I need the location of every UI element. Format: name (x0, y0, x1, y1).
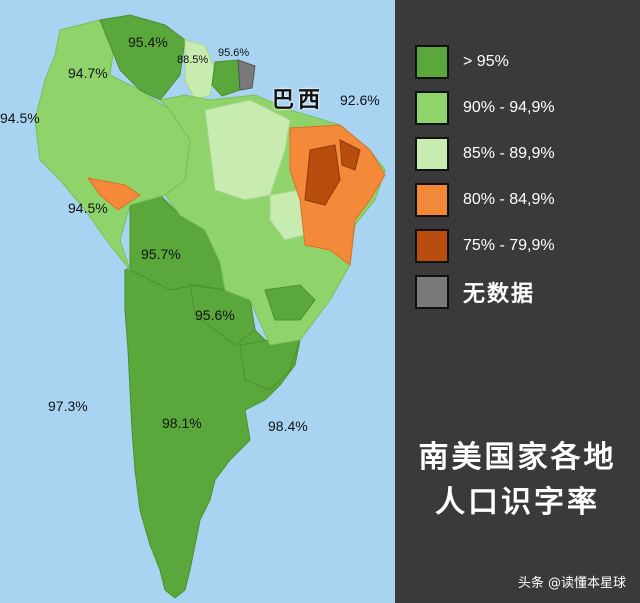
label-uruguay: 98.4% (268, 418, 308, 434)
label-suriname: 95.6% (218, 47, 250, 59)
label-colombia: 94.7% (68, 65, 108, 81)
legend-label: 80% - 84,9% (463, 191, 555, 208)
legend-swatch (415, 183, 449, 217)
legend-item-no-data: 无数据 (415, 272, 535, 312)
legend-label: 90% - 94,9% (463, 99, 555, 116)
region-suriname (211, 59, 241, 97)
region-brazil-pale-center (269, 189, 306, 241)
label-argentina: 98.1% (162, 415, 202, 431)
label-paraguay: 95.6% (195, 307, 235, 323)
legend-label: 75% - 79,9% (463, 237, 555, 254)
label-guyana: 88.5% (177, 54, 209, 66)
legend-panel: > 95% 90% - 94,9% 85% - 89,9% 80% - 84,9… (395, 0, 640, 603)
legend-item-75-79: 75% - 79,9% (415, 226, 555, 266)
legend-label: 85% - 89,9% (463, 145, 555, 162)
legend-swatch (415, 91, 449, 125)
label-bolivia: 95.7% (141, 246, 181, 262)
map-svg (34, 14, 386, 599)
title-line-1: 南美国家各地 (418, 440, 617, 475)
label-venezuela: 95.4% (128, 34, 168, 50)
legend-swatch (415, 45, 449, 79)
map-area: 95.4% 88.5% 95.6% 94.7% 94.5% 94.5% 巴西 9… (0, 14, 386, 599)
legend-swatch (415, 229, 449, 263)
title-line-2: 人口识字率 (435, 485, 600, 520)
label-peru: 94.5% (68, 200, 108, 216)
region-brazil-dark-orange (304, 144, 341, 206)
region-french-guiana (237, 59, 256, 91)
watermark: 头条 @读懂本星球 (517, 576, 626, 591)
legend-swatch (415, 275, 449, 309)
legend-item-90-94: 90% - 94,9% (415, 88, 555, 128)
label-brazil-name: 巴西 (272, 87, 325, 113)
label-ecuador: 94.5% (0, 110, 40, 126)
region-guyana (184, 39, 216, 101)
region-brazil-dark-southeast (264, 284, 316, 321)
legend-label: > 95% (463, 53, 509, 70)
region-colombia-ecuador-peru (34, 19, 191, 271)
label-chile: 97.3% (48, 398, 88, 414)
legend-item-85-89: 85% - 89,9% (415, 134, 555, 174)
label-brazil-value: 92.6% (340, 92, 380, 108)
legend-item-80-84: 80% - 84,9% (415, 180, 555, 220)
legend-item-over-95: > 95% (415, 42, 509, 82)
region-venezuela (99, 14, 186, 101)
legend-swatch (415, 137, 449, 171)
region-peru-orange (86, 177, 141, 211)
region-brazil-dark-orange-2 (339, 139, 361, 171)
legend-label: 无数据 (463, 281, 536, 307)
